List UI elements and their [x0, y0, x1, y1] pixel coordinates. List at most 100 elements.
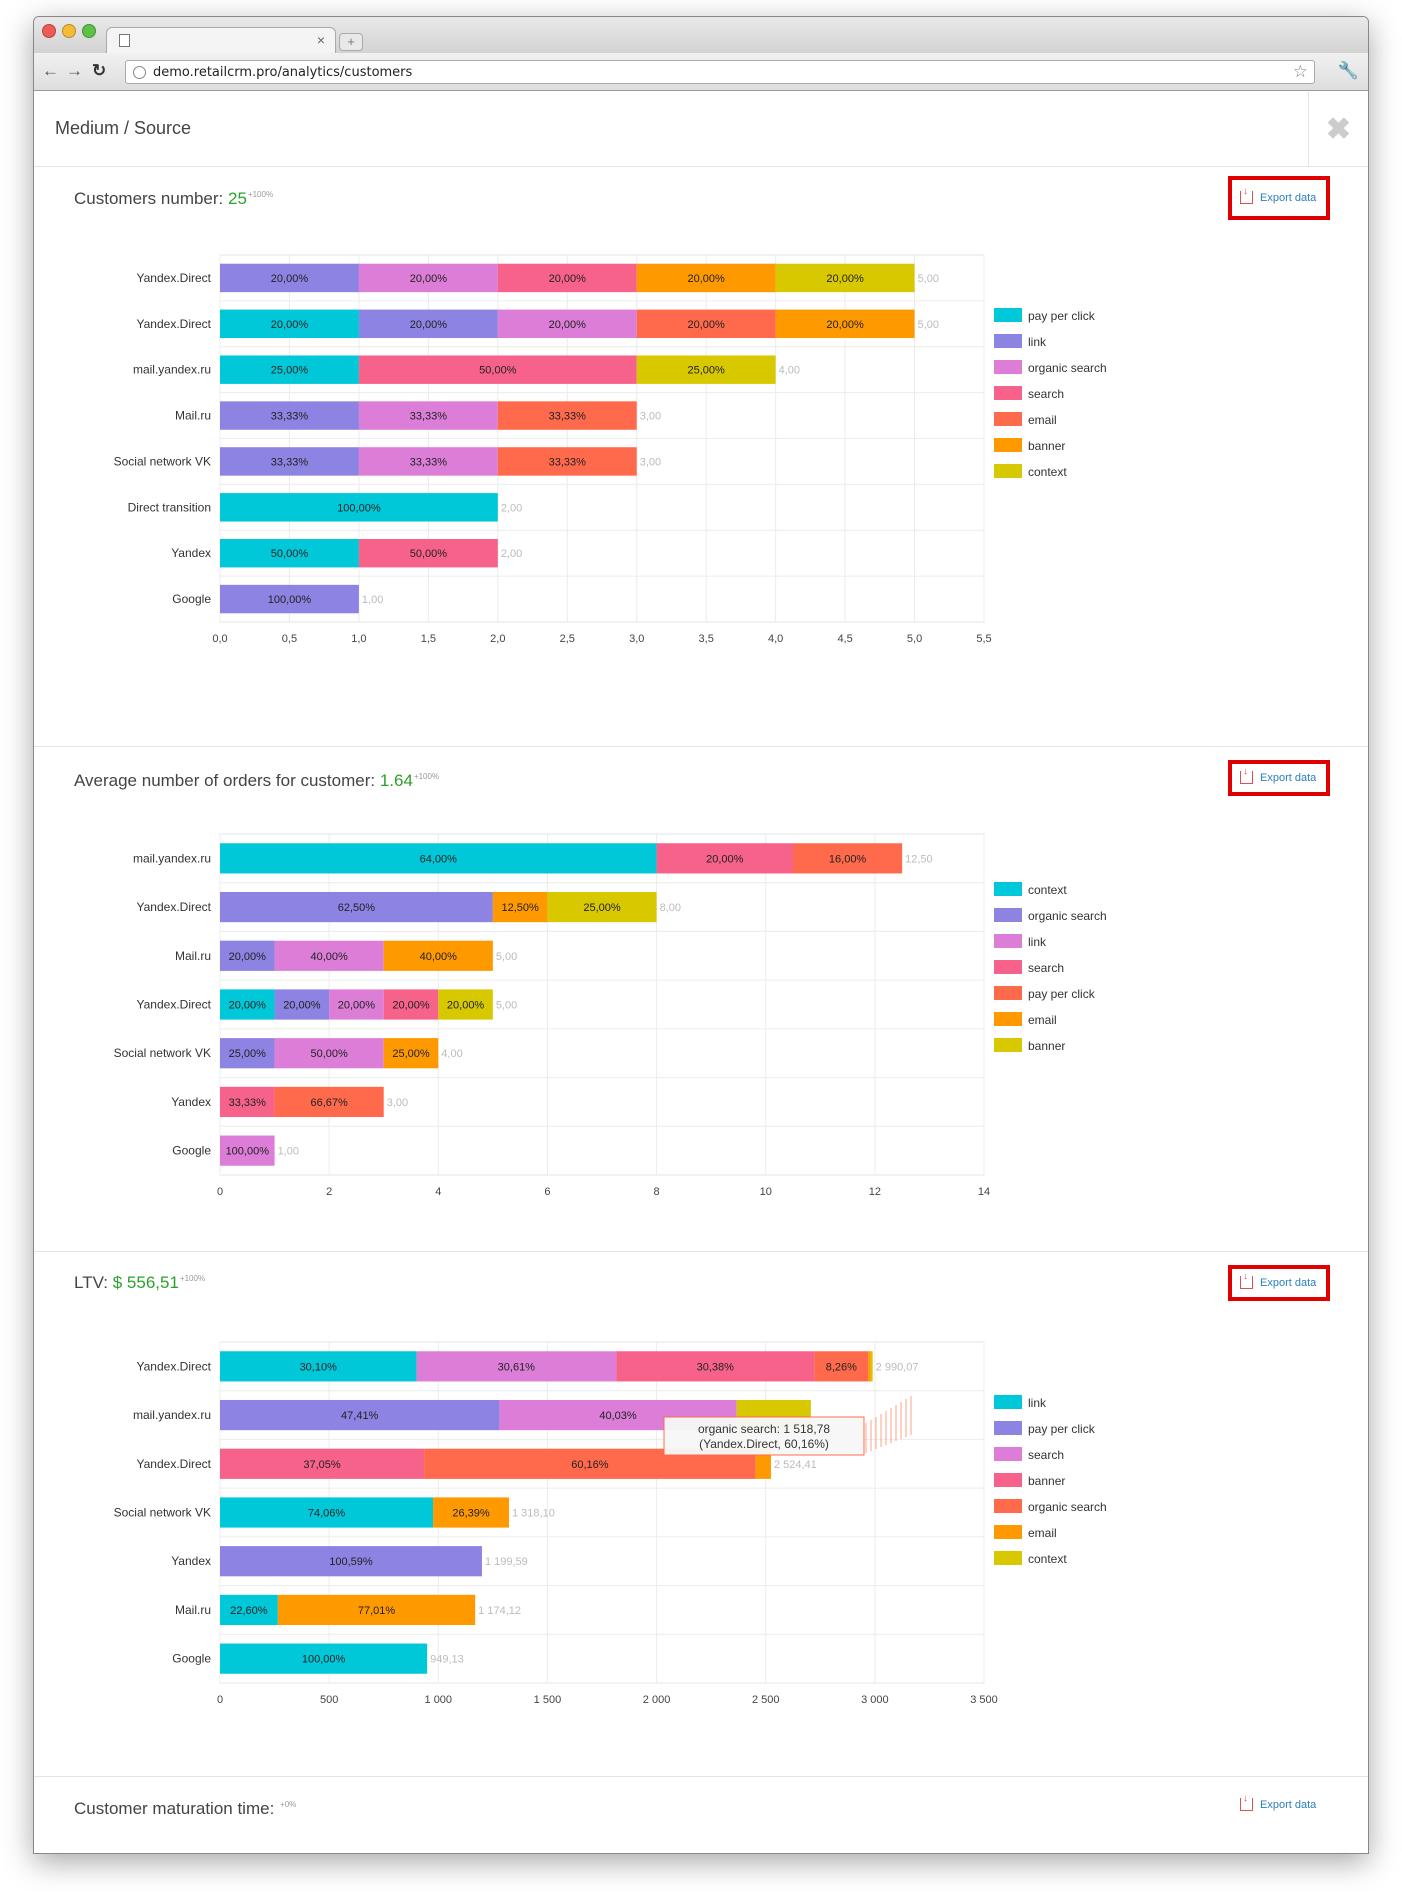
- bar-value-label: 12,50%: [501, 902, 539, 914]
- bar-value-label: 40,00%: [310, 951, 348, 963]
- legend-label: search: [1028, 387, 1064, 401]
- bar-value-label: 20,00%: [549, 319, 587, 331]
- new-tab-button[interactable]: +: [339, 33, 363, 51]
- bar-total-label: 2,00: [501, 502, 522, 514]
- bar-value-label: 25,00%: [271, 365, 309, 377]
- wrench-icon[interactable]: 🔧: [1337, 61, 1359, 80]
- x-tick-label: 0: [217, 1186, 223, 1198]
- export-data-button[interactable]: Export data: [1228, 760, 1330, 796]
- bar-value-label: 40,00%: [420, 951, 458, 963]
- bar-segment: [497, 263, 637, 293]
- bar-value-label: 20,00%: [271, 273, 309, 285]
- export-data-label: Export data: [1260, 772, 1317, 784]
- maximize-window-button[interactable]: [82, 24, 96, 38]
- browser-toolbar: ← → ↻ demo.retailcrm.pro/analytics/custo…: [34, 53, 1368, 91]
- bar-value-label: 100,00%: [302, 1654, 346, 1666]
- bar-value-label: 33,33%: [229, 1097, 267, 1109]
- row-label: Yandex: [171, 546, 211, 560]
- section-change: +100%: [413, 772, 440, 782]
- bar-value-label: 22,60%: [230, 1605, 268, 1617]
- bar-total-label: 3,00: [387, 1097, 408, 1109]
- legend-swatch: [994, 412, 1022, 426]
- x-tick-label: 0: [217, 1694, 223, 1706]
- x-tick-label: 2,5: [560, 633, 575, 645]
- minimize-window-button[interactable]: [62, 24, 76, 38]
- row-label: Mail.ru: [175, 1603, 211, 1617]
- address-bar[interactable]: demo.retailcrm.pro/analytics/customers ☆: [125, 60, 1315, 84]
- bar-value-label: 50,00%: [479, 365, 517, 377]
- back-icon[interactable]: ←: [42, 61, 59, 80]
- row-label: Yandex: [171, 1095, 211, 1109]
- legend-swatch: [994, 934, 1022, 948]
- bar-segment: [358, 263, 498, 293]
- legend-label: context: [1028, 465, 1067, 479]
- bar-value-label: 100,00%: [337, 502, 381, 514]
- bar-value-label: 64,00%: [420, 853, 458, 865]
- bar-segment: [383, 1038, 439, 1069]
- bar-segment: [220, 309, 359, 339]
- close-window-button[interactable]: [42, 24, 56, 38]
- bar-segment: [358, 401, 498, 430]
- reload-icon[interactable]: ↻: [92, 61, 107, 80]
- legend-swatch: [994, 1499, 1022, 1513]
- bar-value-label: 33,33%: [271, 456, 309, 468]
- bar-segment: [220, 1351, 417, 1382]
- bar-segment: [277, 1594, 476, 1626]
- export-data-button[interactable]: Export data: [1228, 1787, 1330, 1823]
- bar-total-label: 2 990,07: [876, 1361, 919, 1373]
- bar-value-label: 8,26%: [826, 1361, 857, 1373]
- bar-value-label: 20,00%: [338, 1000, 376, 1012]
- section-average-orders: Average number of orders for customer: 1…: [34, 747, 1368, 1252]
- x-tick-label: 14: [978, 1186, 990, 1198]
- bar-segment: [492, 891, 548, 923]
- legend-label: email: [1028, 1526, 1057, 1540]
- bar-segment: [775, 309, 915, 339]
- x-tick-label: 1 000: [425, 1694, 453, 1706]
- row-label: Yandex.Direct: [137, 1457, 212, 1471]
- tooltip-box: [663, 1416, 865, 1456]
- export-data-button[interactable]: Export data: [1228, 1265, 1330, 1301]
- bar-segment: [358, 309, 498, 339]
- legend-swatch: [994, 1395, 1022, 1409]
- browser-tab[interactable]: ×: [106, 27, 336, 53]
- row-label: Social network VK: [114, 1506, 211, 1520]
- x-tick-label: 2 500: [752, 1694, 780, 1706]
- row-label: Mail.ru: [175, 949, 211, 963]
- bar-value-label: 33,33%: [410, 411, 448, 423]
- bar-segment: [274, 989, 330, 1020]
- bar-value-label: 20,00%: [271, 319, 309, 331]
- bar-segment: [358, 538, 498, 568]
- bar-value-label: 37,05%: [303, 1459, 341, 1471]
- row-label: mail.yandex.ru: [133, 1408, 211, 1422]
- legend-swatch: [994, 1447, 1022, 1461]
- bar-value-label: 20,00%: [549, 273, 587, 285]
- bar-segment: [274, 1038, 384, 1069]
- bar-value-label: 20,00%: [688, 319, 726, 331]
- legend-swatch: [994, 1038, 1022, 1052]
- bookmark-star-icon[interactable]: ☆: [1292, 62, 1308, 81]
- bar-value-label: 20,00%: [826, 319, 864, 331]
- bar-segment: [416, 1351, 617, 1382]
- row-label: Yandex.Direct: [137, 317, 212, 331]
- section-title-label: LTV:: [74, 1273, 109, 1292]
- section-title-value: 25: [228, 189, 247, 208]
- url-text: demo.retailcrm.pro/analytics/customers: [153, 65, 413, 80]
- bar-segment: [220, 989, 275, 1020]
- tab-close-icon[interactable]: ×: [316, 32, 325, 48]
- bar-value-label: 30,10%: [300, 1361, 338, 1373]
- legend-label: email: [1028, 1013, 1057, 1027]
- bar-value-label: 100,00%: [226, 1146, 270, 1158]
- bar-segment: [547, 891, 657, 923]
- bar-value-label: 20,00%: [826, 273, 864, 285]
- x-tick-label: 6: [544, 1186, 550, 1198]
- bar-value-label: 20,00%: [283, 1000, 321, 1012]
- close-icon[interactable]: ✖: [1308, 92, 1368, 167]
- x-tick-label: 1,5: [421, 633, 436, 645]
- bar-value-label: 20,00%: [410, 273, 448, 285]
- forward-icon[interactable]: →: [66, 61, 83, 80]
- row-label: Social network VK: [114, 1046, 211, 1060]
- page-content: Medium / Source ✖ Customers number: 25+1…: [34, 92, 1368, 1853]
- x-tick-label: 8: [654, 1186, 660, 1198]
- export-data-button[interactable]: Export data: [1228, 176, 1330, 220]
